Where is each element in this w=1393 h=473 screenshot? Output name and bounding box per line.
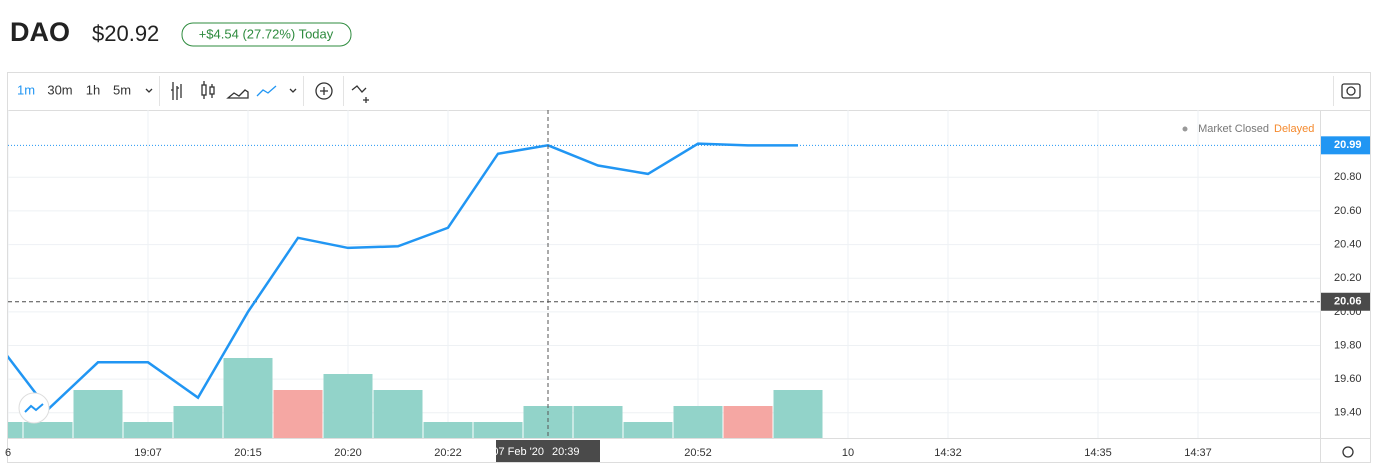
y-tick-label: 19.80 — [1334, 339, 1362, 351]
price-line-series — [8, 142, 798, 412]
interval-button[interactable]: 1h — [86, 82, 100, 97]
volume-bar — [223, 358, 273, 438]
compare-icon[interactable] — [315, 82, 333, 100]
toolbar: 1m 30m 1h 5m — [17, 82, 153, 97]
price-label-bg — [1321, 292, 1370, 311]
plot-area — [8, 110, 1320, 438]
volume-bar — [373, 390, 423, 438]
crosshair-time: 20:39 — [552, 446, 580, 458]
dropdown[interactable] — [289, 88, 297, 93]
volume-bar — [273, 390, 323, 438]
delay-status: Delayed — [1274, 123, 1314, 135]
x-tick-label: 6 — [5, 447, 11, 459]
x-tick-label: 14:32 — [934, 447, 962, 459]
x-tick-label: 20:20 — [334, 447, 362, 459]
bar-icon[interactable] — [171, 82, 182, 100]
y-tick-label: 20.60 — [1334, 205, 1362, 217]
change-badge — [181, 22, 352, 47]
area-icon[interactable] — [226, 89, 249, 99]
x-tick-label: 20:52 — [684, 447, 712, 459]
settings-icon[interactable] — [1342, 446, 1354, 458]
symbol: DAO — [10, 17, 70, 47]
volume-bar — [573, 406, 623, 438]
indicator-icon[interactable] — [351, 85, 369, 103]
chart-frame — [7, 72, 1371, 463]
x-tick-label: 10 — [842, 447, 854, 459]
status-dot — [1182, 126, 1188, 132]
volume-bar — [473, 422, 523, 438]
price-label-bg — [1321, 136, 1370, 155]
volume-bar — [73, 390, 123, 438]
x-tick-label: 20:15 — [234, 447, 262, 459]
market-status: Market Closed — [1198, 123, 1269, 135]
x-tick-label: 19:07 — [134, 447, 162, 459]
volume-bar — [8, 422, 23, 438]
y-tick-label: 20.20 — [1334, 272, 1362, 284]
y-tick-label: 19.60 — [1334, 373, 1362, 385]
change: +$4.54 (27.72%) Today — [199, 26, 334, 41]
crosshair-label-bg — [496, 440, 600, 462]
line-icon[interactable] — [256, 85, 277, 97]
price-label: 20.99 — [1334, 139, 1362, 151]
volume-bar — [173, 406, 223, 438]
candle-icon[interactable] — [201, 81, 215, 99]
x-tick-label: 14:37 — [1184, 447, 1212, 459]
x-tick-label: 20:22 — [434, 447, 462, 459]
y-tick-label: 20.40 — [1334, 238, 1362, 250]
price-label: 20.06 — [1334, 296, 1362, 308]
logo-mark — [24, 403, 44, 413]
volume-bar — [23, 422, 73, 438]
price: $20.92 — [92, 21, 159, 46]
volume-bar — [773, 390, 823, 438]
volume-bar — [623, 422, 673, 438]
interval-button[interactable]: 5m — [113, 82, 131, 97]
interval-button[interactable]: 30m — [47, 82, 72, 97]
y-tick-label: 19.40 — [1334, 407, 1362, 419]
volume-bar — [323, 374, 373, 438]
y-tick-label: 20.80 — [1334, 171, 1362, 183]
volume-bar — [673, 406, 723, 438]
volume-bar — [723, 406, 773, 438]
volume-bar — [423, 422, 473, 438]
volume-bar — [123, 422, 173, 438]
dropdown[interactable] — [145, 88, 153, 93]
x-tick-label: 14:35 — [1084, 447, 1112, 459]
interval-button[interactable]: 1m — [17, 82, 35, 97]
crosshair-date: 07 Feb '20 — [492, 446, 544, 458]
screenshot-icon[interactable] — [1341, 83, 1361, 99]
